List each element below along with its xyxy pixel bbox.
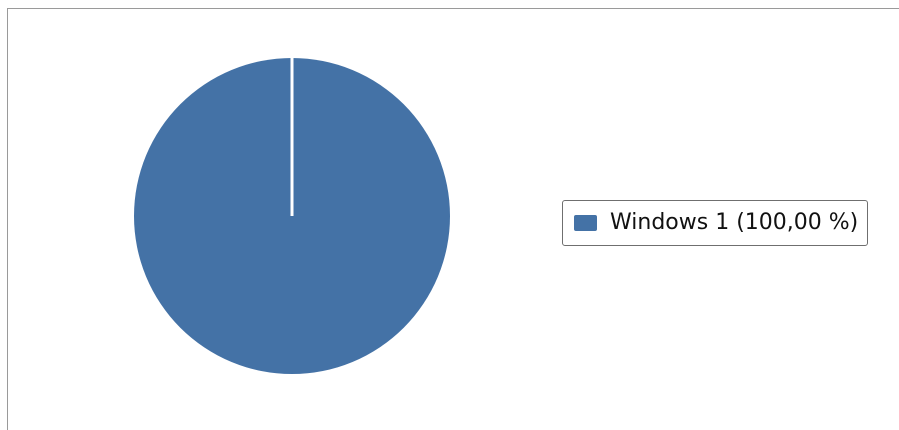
legend: Windows 1 (100,00 %) bbox=[562, 200, 869, 246]
legend-swatch bbox=[574, 215, 597, 231]
pie-slices bbox=[134, 58, 450, 374]
legend-label: Windows 1 (100,00 %) bbox=[610, 210, 859, 235]
